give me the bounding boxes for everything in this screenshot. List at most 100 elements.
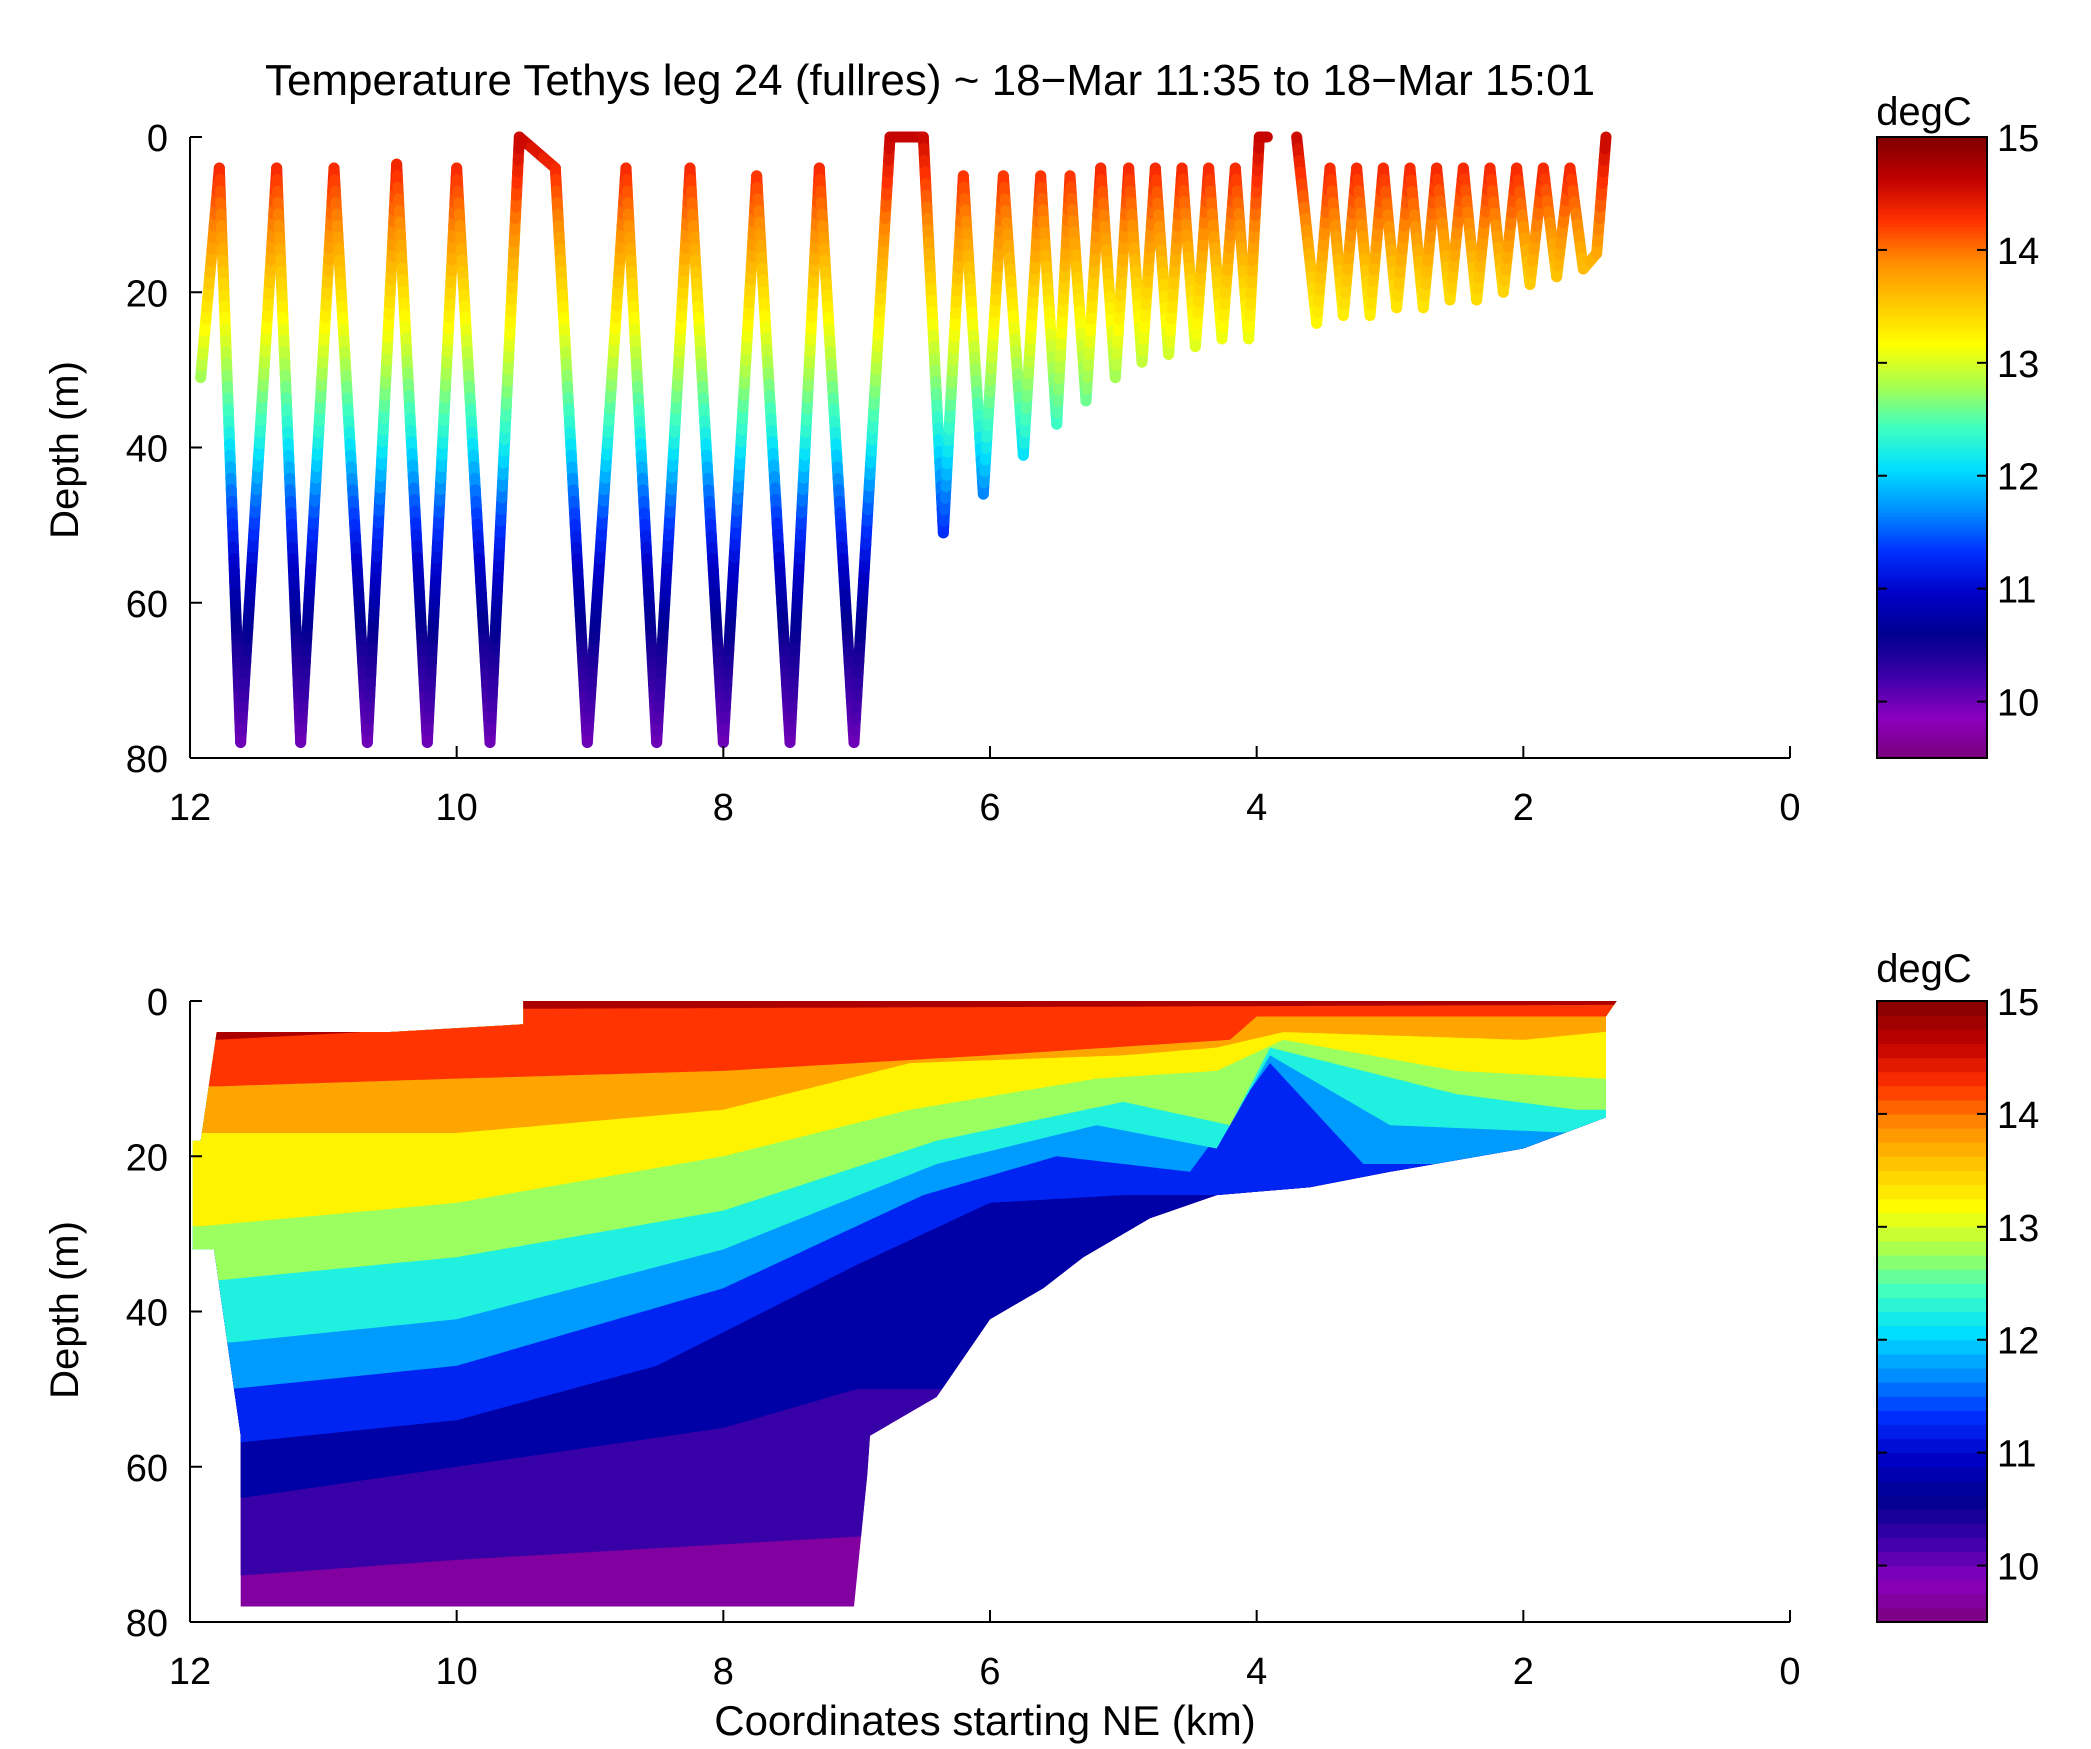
colorbar-band	[1877, 1255, 1987, 1270]
colorbar-band	[1877, 1579, 1987, 1595]
contour-band-14	[192, 1001, 1617, 1087]
colorbar-band	[1877, 495, 1987, 500]
colorbar-band	[1877, 1537, 1987, 1553]
colorbar-band	[1877, 416, 1987, 421]
colorbar-tick-label: 10	[1997, 1547, 2039, 1589]
colorbar-tick-label: 14	[1997, 1095, 2039, 1137]
colorbar-band	[1877, 1438, 1987, 1454]
colorbar-band	[1877, 275, 1987, 280]
colorbar-band	[1877, 406, 1987, 411]
colorbar-band	[1877, 1184, 1987, 1200]
colorbar-band	[1877, 564, 1987, 569]
colorbar-band	[1877, 350, 1987, 355]
colorbar-band	[1877, 371, 1987, 376]
colorbar-band	[1877, 281, 1987, 286]
colorbar-band	[1877, 302, 1987, 307]
colorbar-band	[1877, 692, 1987, 697]
colorbar-band	[1877, 730, 1987, 735]
y-tick-label: 0	[147, 982, 168, 1024]
colorbar-band	[1877, 668, 1987, 673]
x-tick-label: 0	[1779, 787, 1800, 829]
colorbar-band	[1877, 1325, 1987, 1341]
colorbar-band	[1877, 233, 1987, 238]
colorbar-band	[1877, 378, 1987, 383]
colorbar-band	[1877, 309, 1987, 314]
colorbar-band	[1877, 706, 1987, 711]
colorbar-band	[1877, 395, 1987, 400]
top-colorbar: 15 14 13 12 11 10	[1876, 118, 2039, 759]
colorbar-band	[1877, 723, 1987, 728]
colorbar-band	[1877, 1382, 1987, 1397]
colorbar-band	[1877, 588, 1987, 593]
colorbar-band	[1877, 195, 1987, 200]
colorbar-band	[1877, 620, 1987, 625]
colorbar-band	[1877, 330, 1987, 335]
colorbar-band	[1877, 1480, 1987, 1496]
colorbar-band	[1877, 447, 1987, 452]
colorbar-tick-label: 12	[1997, 1321, 2039, 1363]
colorbar-band	[1877, 1311, 1987, 1327]
colorbar-band	[1877, 419, 1987, 424]
colorbar-band	[1877, 1113, 1987, 1129]
colorbar-band	[1877, 1565, 1987, 1581]
y-tick-label: 80	[126, 739, 168, 781]
colorbar-band	[1877, 375, 1987, 380]
colorbar-band	[1877, 561, 1987, 566]
colorbar-band	[1877, 161, 1987, 166]
colorbar-band	[1877, 671, 1987, 676]
x-tick-label: 2	[1513, 787, 1534, 829]
colorbar-band	[1877, 623, 1987, 628]
colorbar-band	[1877, 1424, 1987, 1440]
colorbar-band	[1877, 726, 1987, 731]
colorbar-band	[1877, 699, 1987, 704]
colorbar-band	[1877, 616, 1987, 621]
colorbar-band	[1877, 409, 1987, 414]
colorbar-band	[1877, 392, 1987, 397]
colorbar-band	[1877, 285, 1987, 290]
colorbar-band	[1877, 533, 1987, 538]
y-tick-label: 20	[126, 1137, 168, 1179]
colorbar-band	[1877, 633, 1987, 638]
colorbar-band	[1877, 437, 1987, 442]
profile-track-marks	[195, 131, 1612, 748]
colorbar-band	[1877, 299, 1987, 304]
colorbar-band	[1877, 333, 1987, 338]
x-tick-label: 12	[169, 787, 211, 829]
colorbar-band	[1877, 657, 1987, 662]
colorbar-band	[1877, 388, 1987, 393]
colorbar-band	[1877, 206, 1987, 211]
y-tick-label: 40	[126, 429, 168, 471]
colorbar-band	[1877, 754, 1987, 759]
colorbar-band	[1877, 499, 1987, 504]
bottom-colorbar: 15 14 13 12 11 10	[1876, 982, 2039, 1623]
colorbar-band	[1877, 450, 1987, 455]
colorbar-band	[1877, 554, 1987, 559]
colorbar-band	[1877, 1240, 1987, 1256]
colorbar-band	[1877, 468, 1987, 473]
colorbar-band	[1877, 209, 1987, 214]
colorbar-band	[1877, 185, 1987, 190]
colorbar-band	[1877, 1297, 1987, 1313]
colorbar-band	[1877, 678, 1987, 683]
colorbar-tick-label: 11	[1997, 1434, 2036, 1476]
colorbar-band	[1877, 1212, 1987, 1228]
colorbar-band	[1877, 1452, 1987, 1468]
colorbar-band	[1877, 585, 1987, 590]
colorbar-band	[1877, 361, 1987, 366]
colorbar-band	[1877, 737, 1987, 742]
colorbar-band	[1877, 188, 1987, 193]
colorbar-band	[1877, 423, 1987, 428]
colorbar-band	[1877, 1085, 1987, 1101]
colorbar-band	[1877, 340, 1987, 345]
colorbar-band	[1877, 1367, 1987, 1383]
figure-title: Temperature Tethys leg 24 (fullres) ~ 18…	[265, 56, 1595, 105]
colorbar-band	[1877, 278, 1987, 283]
x-tick-label: 10	[436, 1651, 478, 1693]
colorbar-band	[1877, 747, 1987, 752]
colorbar-band	[1877, 720, 1987, 725]
colorbar-band	[1877, 261, 1987, 266]
colorbar-band	[1877, 457, 1987, 462]
colorbar-band	[1877, 1142, 1987, 1157]
colorbar-band	[1877, 1057, 1987, 1073]
